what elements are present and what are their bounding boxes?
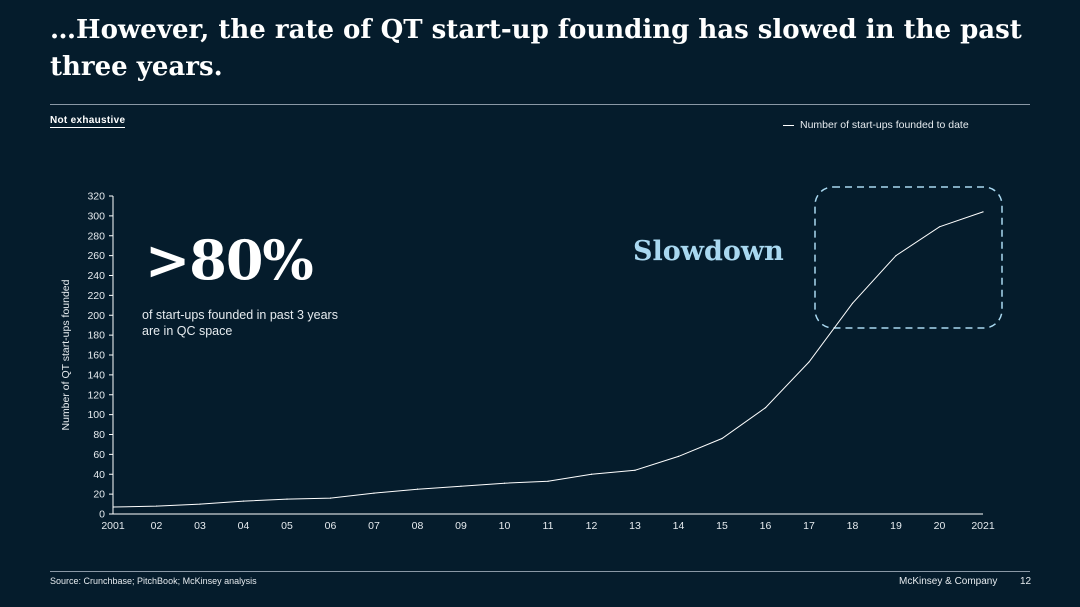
x-tick-label: 12	[586, 520, 598, 532]
x-tick-label: 2021	[971, 520, 995, 532]
x-tick-label: 20	[934, 520, 946, 532]
x-tick-label: 14	[673, 520, 685, 532]
y-tick-label: 120	[87, 389, 105, 401]
data-point	[286, 498, 287, 499]
big-stat-value: >80%	[145, 228, 313, 292]
data-point	[852, 303, 853, 304]
data-point	[460, 486, 461, 487]
data-point	[939, 226, 940, 227]
y-tick-label: 100	[87, 409, 105, 421]
data-point	[591, 474, 592, 475]
y-tick-label: 260	[87, 250, 105, 262]
y-tick-label: 300	[87, 210, 105, 222]
x-tick-label: 07	[368, 520, 380, 532]
x-tick-label: 06	[325, 520, 337, 532]
data-point	[982, 211, 983, 212]
y-tick-label: 280	[87, 230, 105, 242]
y-tick-label: 0	[99, 509, 105, 521]
y-tick-label: 60	[93, 449, 105, 461]
y-tick-label: 240	[87, 270, 105, 282]
x-tick-label: 04	[238, 520, 250, 532]
y-tick-label: 80	[93, 429, 105, 441]
slowdown-callout: Slowdown	[633, 236, 784, 267]
x-tick-label: 05	[281, 520, 293, 532]
data-point	[504, 483, 505, 484]
data-point	[199, 503, 200, 504]
x-tick-label: 13	[629, 520, 641, 532]
x-tick-label: 02	[151, 520, 163, 532]
x-tick-label: 16	[760, 520, 772, 532]
footer-divider	[50, 571, 1030, 572]
data-point	[634, 470, 635, 471]
y-tick-label: 200	[87, 310, 105, 322]
y-tick-label: 40	[93, 469, 105, 481]
x-tick-label: 19	[890, 520, 902, 532]
data-point	[547, 481, 548, 482]
x-tick-label: 18	[847, 520, 859, 532]
data-point	[721, 438, 722, 439]
source-note: Source: Crunchbase; PitchBook; McKinsey …	[50, 576, 257, 586]
y-tick-label: 140	[87, 369, 105, 381]
y-tick-label: 20	[93, 489, 105, 501]
data-point	[808, 361, 809, 362]
big-stat-description: of start-ups founded in past 3 years are…	[142, 307, 342, 339]
y-tick-label: 320	[87, 191, 105, 203]
data-point	[678, 456, 679, 457]
x-tick-label: 15	[716, 520, 728, 532]
slowdown-highlight-box	[815, 187, 1002, 328]
x-tick-label: 09	[455, 520, 467, 532]
line-chart: 0204060801001201401601802002202402602803…	[0, 0, 1080, 607]
brand-name: McKinsey & Company	[899, 576, 997, 587]
x-tick-label: 10	[499, 520, 511, 532]
y-tick-label: 220	[87, 290, 105, 302]
data-point	[417, 489, 418, 490]
data-point	[330, 498, 331, 499]
data-point	[895, 255, 896, 256]
x-tick-label: 17	[803, 520, 815, 532]
data-point	[243, 500, 244, 501]
y-tick-label: 160	[87, 350, 105, 362]
x-tick-label: 2001	[101, 520, 125, 532]
y-axis: 0 20 40 60 80 100 120 140 160 180 200 220 240 260 280 3…	[87, 191, 113, 521]
data-point	[112, 506, 113, 507]
data-point	[765, 407, 766, 408]
data-point	[156, 505, 157, 506]
x-tick-label: 08	[412, 520, 424, 532]
x-tick-label: 03	[194, 520, 206, 532]
x-axis: 2001 02 03 04 05 06 07 08 09 10 11 12 13 14 15 16 17 18 19…	[101, 514, 995, 532]
page-number: 12	[1020, 576, 1031, 587]
x-tick-label: 11	[543, 520, 554, 532]
y-tick-label: 180	[87, 330, 105, 342]
y-axis-label: Number of QT start-ups founded	[60, 279, 72, 430]
data-point	[373, 493, 374, 494]
